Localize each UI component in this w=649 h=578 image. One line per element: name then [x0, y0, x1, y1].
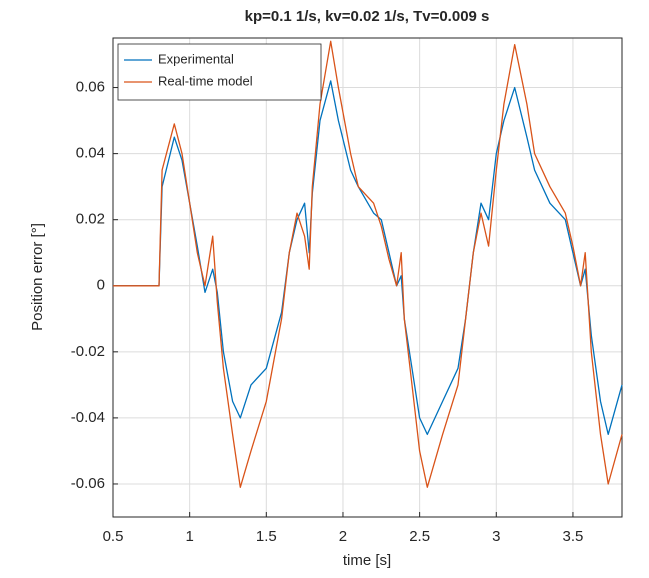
- legend-label: Real-time model: [158, 73, 253, 88]
- y-tick-label: -0.02: [71, 343, 105, 360]
- y-tick-label: 0: [97, 277, 105, 294]
- x-tick-label: 2: [339, 528, 347, 545]
- x-tick-label: 3: [492, 528, 500, 545]
- y-axis-label: Position error [°]: [29, 223, 46, 331]
- x-tick-label: 3.5: [563, 528, 584, 545]
- x-tick-label: 1.5: [256, 528, 277, 545]
- x-tick-label: 0.5: [103, 528, 124, 545]
- plot-frame: [112, 37, 623, 518]
- line-series: [113, 40, 623, 488]
- legend-label: Experimental: [158, 51, 234, 66]
- plot-area: [113, 38, 622, 517]
- y-tick-label: 0.02: [76, 211, 105, 228]
- legend-box: [117, 43, 322, 101]
- y-tick-label: 0.06: [76, 79, 105, 96]
- chart-title: kp=0.1 1/s, kv=0.02 1/s, Tv=0.009 s: [245, 8, 490, 25]
- y-tick-label: -0.06: [71, 475, 105, 492]
- y-tick-label: 0.04: [76, 145, 105, 162]
- line-series: [113, 80, 623, 436]
- x-axis-label: time [s]: [343, 552, 391, 569]
- y-tick-label: -0.04: [71, 409, 105, 426]
- x-tick-label: 2.5: [409, 528, 430, 545]
- x-tick-label: 1: [185, 528, 193, 545]
